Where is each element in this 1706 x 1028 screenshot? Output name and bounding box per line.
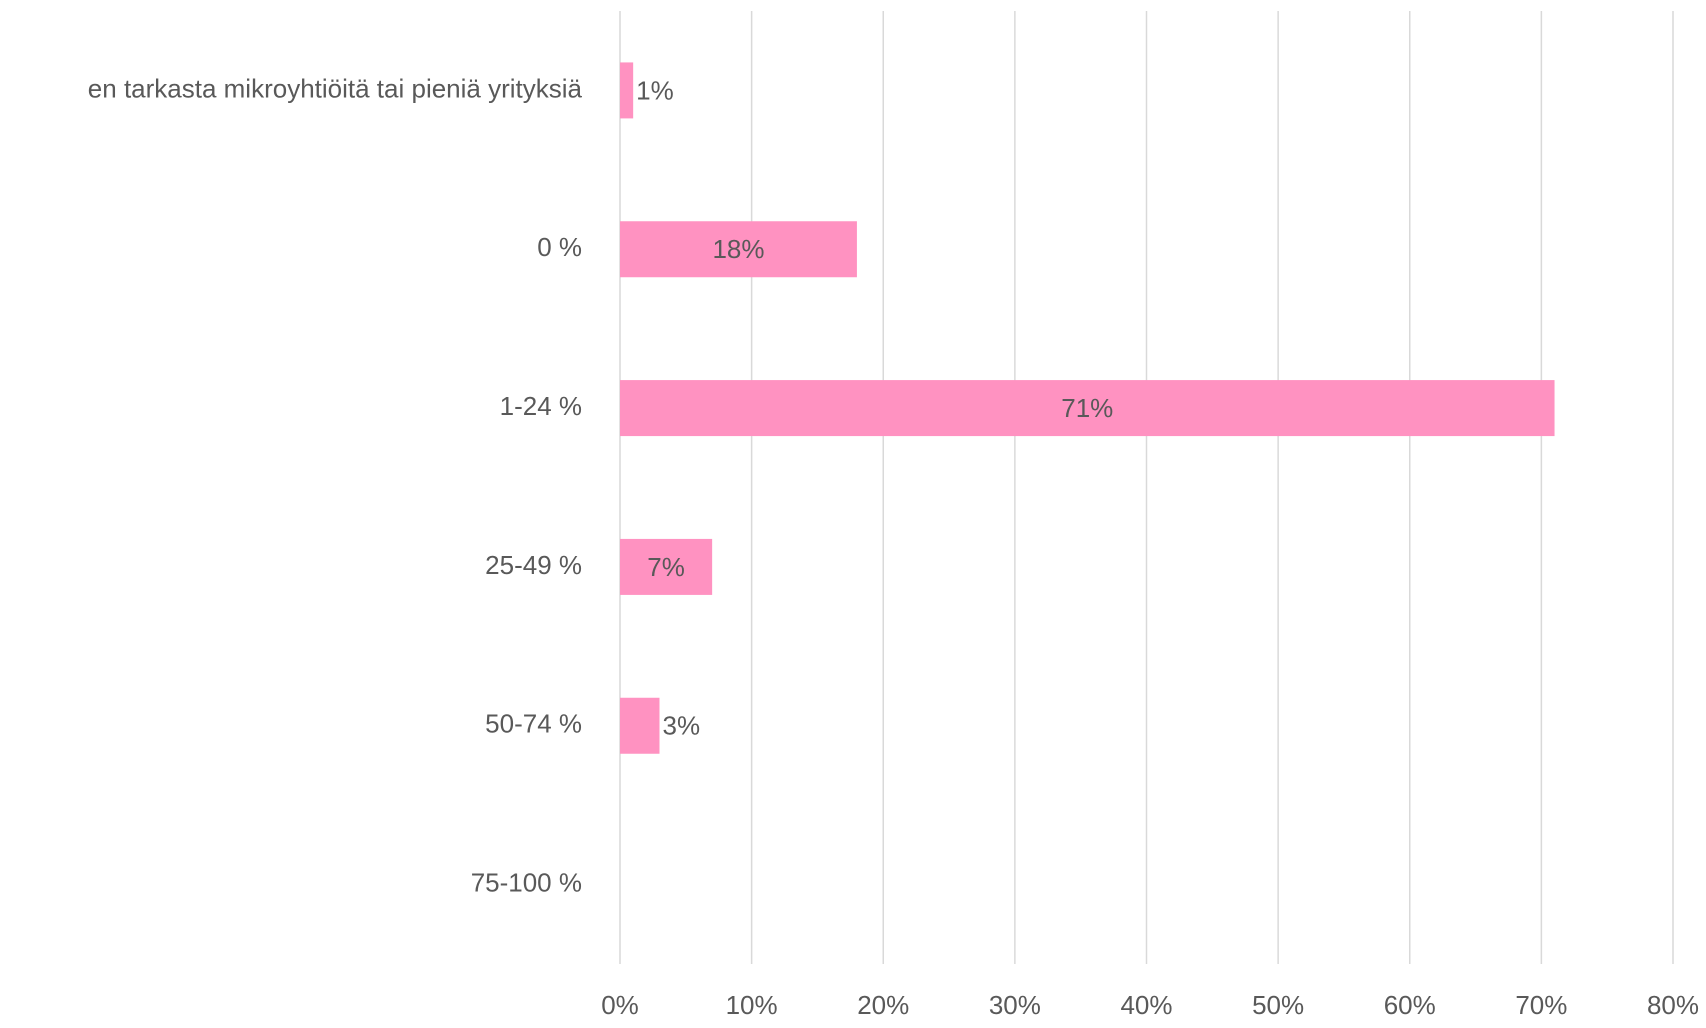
- data-label: 3%: [662, 711, 700, 741]
- y-tick-label: 75-100 %: [471, 867, 582, 897]
- data-label: 71%: [1061, 393, 1113, 423]
- bar: [620, 697, 660, 754]
- data-label: 1%: [636, 75, 674, 105]
- y-tick-label: 0 %: [537, 232, 582, 262]
- bar: [620, 380, 1555, 437]
- x-tick-label: 20%: [857, 990, 909, 1020]
- data-label: 7%: [647, 552, 685, 582]
- y-tick-label: 1-24 %: [500, 391, 582, 421]
- bar: [620, 62, 634, 119]
- y-tick-label: 50-74 %: [485, 709, 582, 739]
- x-tick-label: 10%: [726, 990, 778, 1020]
- data-label: 18%: [712, 234, 764, 264]
- x-tick-label: 60%: [1384, 990, 1436, 1020]
- x-tick-label: 30%: [989, 990, 1041, 1020]
- bar: [620, 538, 713, 595]
- y-tick-label: 25-49 %: [485, 550, 582, 580]
- bar: [620, 221, 857, 278]
- x-tick-label: 0%: [601, 990, 639, 1020]
- x-tick-label: 70%: [1515, 990, 1567, 1020]
- y-tick-label: en tarkasta mikroyhtiöitä tai pieniä yri…: [88, 73, 583, 103]
- x-tick-label: 40%: [1120, 990, 1172, 1020]
- x-tick-label: 50%: [1252, 990, 1304, 1020]
- x-tick-label: 80%: [1647, 990, 1699, 1020]
